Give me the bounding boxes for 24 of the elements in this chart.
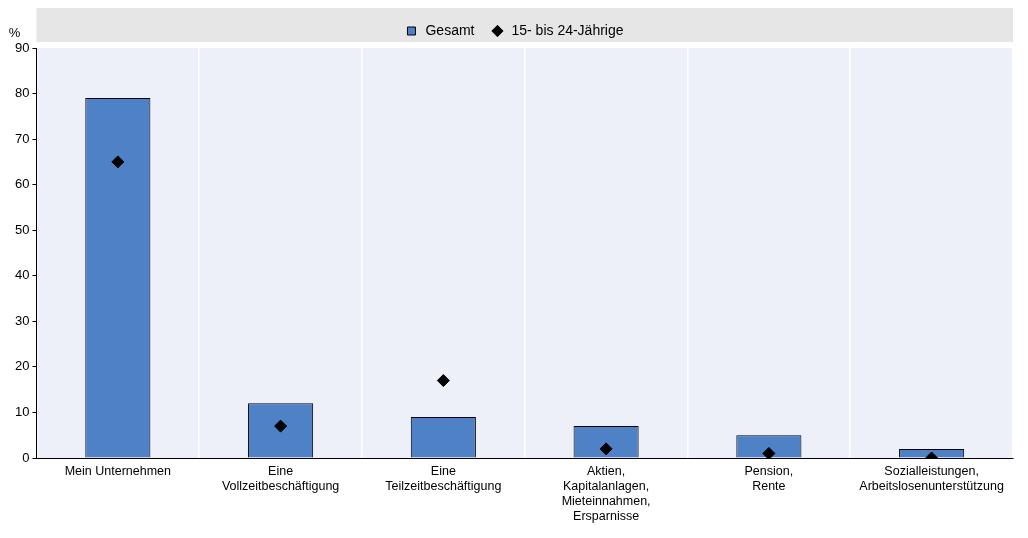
x-tick-label: Eine Vollzeitbeschäftigung — [221, 463, 340, 493]
y-axis-title: % — [8, 25, 21, 41]
x-tick-label: Mein Unternehmen — [64, 463, 172, 478]
y-tick-label: 70 — [14, 130, 30, 146]
y-tick-label: 50 — [14, 221, 30, 237]
legend-label: 15- bis 24-Jährige — [511, 21, 624, 38]
y-tick-label: 10 — [14, 404, 30, 420]
y-tick-label: 80 — [14, 85, 30, 101]
point — [762, 446, 776, 458]
x-tick-label: Eine Teilzeitbeschäftigung — [385, 463, 502, 493]
y-tick-label: 60 — [14, 176, 30, 192]
point — [436, 374, 450, 388]
x-tick-label: Aktien, Kapitalanlagen, Mieteinnahmen, Ersparnisse — [561, 463, 651, 523]
y-tick-label: 20 — [14, 358, 30, 374]
point — [274, 419, 288, 433]
x-tick-label: Sozialleistungen, Arbeitslosenunterstützung — [859, 463, 1004, 493]
legend-label: Gesamt — [425, 21, 475, 38]
y-tick-label: 90 — [14, 39, 30, 55]
y-tick-label: 40 — [14, 267, 30, 283]
y-tick-label: 30 — [14, 312, 30, 328]
point — [111, 155, 125, 169]
x-tick-label: Pension, Rente — [744, 463, 794, 493]
point — [599, 442, 613, 456]
y-tick-label: 0 — [22, 449, 30, 465]
